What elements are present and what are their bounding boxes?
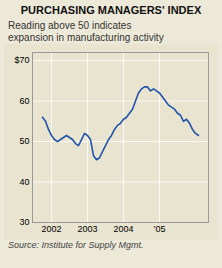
svg-text:30: 30: [19, 217, 29, 227]
svg-text:60: 60: [19, 96, 29, 106]
svg-text:2004: 2004: [113, 224, 133, 234]
html-text:PURCHASING MANAGERS' INDEX: PURCHASING MANAGERS' INDEX: [20, 4, 202, 16]
svg-text:40: 40: [19, 177, 29, 187]
svg-text:2002: 2002: [41, 224, 61, 234]
svg-text:’05: ’05: [153, 224, 165, 234]
html-text:Source: Institute for Supply M: Source: Institute for Supply Mgmt.: [8, 240, 144, 250]
svg-text:$70: $70: [14, 55, 29, 65]
svg-text:2003: 2003: [77, 224, 97, 234]
html-text:Reading above 50 indicates exp: Reading above 50 indicates expansion in …: [8, 20, 164, 43]
svg-text:50: 50: [19, 136, 29, 146]
